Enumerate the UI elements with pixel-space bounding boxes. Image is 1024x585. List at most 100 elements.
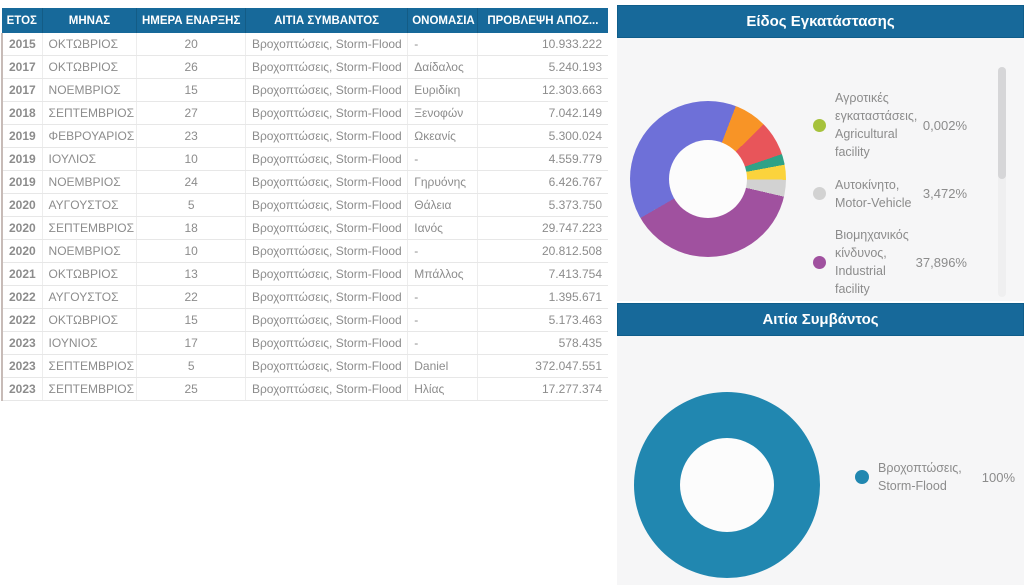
legend-value: 37,896% [915,254,967,270]
day-cell: 24 [136,170,246,194]
month-cell: ΣΕΠΤΕΜΒΡΙΟΣ [42,377,138,401]
column-header-forecast[interactable]: ΠΡΟΒΛΕΨΗ ΑΠΟΖ... [477,8,608,33]
cause-cell: Βροχοπτώσεις, Storm-Flood [245,78,409,102]
table-row[interactable]: 2023 ΙΟΥΝΙΟΣ 17 Βροχοπτώσεις, Storm-Flood -5… [0,331,608,355]
year-cell: 2020 [0,193,43,217]
table-row[interactable]: 2023 ΣΕΠΤΕΜΒΡΙΟΣ 5 Βροχοπτώσεις, Storm-Floo… [0,354,608,378]
year-cell: 2015 [0,33,43,56]
table-row[interactable]: 2017 ΟΚΤΩΒΡΙΟΣ 26 Βροχοπτώσεις, Storm-Flood… [0,55,608,79]
forecast-cell: 7.042.149 [477,101,608,125]
legend-dot-icon [813,118,826,132]
cause-cell: Βροχοπτώσεις, Storm-Flood [245,377,409,401]
forecast-cell: 5.373.750 [477,193,608,217]
year-cell: 2022 [0,285,43,309]
forecast-cell: 5.173.463 [477,308,608,332]
installation-donut-hole [669,140,747,218]
forecast-cell: 6.426.767 [477,170,608,194]
year-cell: 2021 [0,262,43,286]
cause-donut-hole [680,438,774,532]
name-cell: - [407,147,478,171]
name-cell: - [407,308,478,332]
cause-cell: Βροχοπτώσεις, Storm-Flood [245,101,409,125]
year-cell: 2017 [0,55,43,79]
column-header-day[interactable]: ΗΜΕΡΑ ΕΝΑΡΞΗΣ [136,8,246,33]
year-cell: 2023 [0,354,43,378]
table-row[interactable]: 2021 ΟΚΤΩΒΡΙΟΣ 13 Βροχοπτώσεις, Storm-Flood… [0,262,608,286]
month-cell: ΣΕΠΤΕΜΒΡΙΟΣ [42,101,138,125]
name-cell: Θάλεια [407,193,478,217]
day-cell: 15 [136,308,246,332]
column-header-year[interactable]: ΕΤΟΣ [2,8,43,33]
day-cell: 17 [136,331,246,355]
year-cell: 2019 [0,124,43,148]
table-row[interactable]: 2019 ΝΟΕΜΒΡΙΟΣ 24 Βροχοπτώσεις, Storm-Flood… [0,170,608,194]
forecast-cell: 372.047.551 [477,354,608,378]
month-cell: ΣΕΠΤΕΜΒΡΙΟΣ [42,216,138,240]
month-cell: ΝΟΕΜΒΡΙΟΣ [42,239,138,263]
table-row[interactable]: 2019 ΦΕΒΡΟΥΑΡΙΟΣ 23 Βροχοπτώσεις, Storm-Flo… [0,124,608,148]
table-row[interactable]: 2017 ΝΟΕΜΒΡΙΟΣ 15 Βροχοπτώσεις, Storm-Flood… [0,78,608,102]
forecast-cell: 578.435 [477,331,608,355]
installation-panel: Είδος Εγκατάστασης Αγροτικές εγκαταστάσε… [617,5,1024,301]
legend-item[interactable]: Αγροτικές εγκαταστάσεις, Agricultural fa… [813,89,993,162]
column-header-cause[interactable]: ΑΙΤΙΑ ΣΥΜΒΑΝΤΟΣ [245,8,409,33]
legend-item[interactable]: Βροχοπτώσεις, Storm-Flood 100% [855,459,1019,495]
day-cell: 22 [136,285,246,309]
cause-panel: Αιτία Συμβάντος Βροχοπτώσεις, Storm-Floo… [617,303,1024,585]
legend-scrollbar-track[interactable] [998,67,1006,297]
table-row[interactable]: 2019 ΙΟΥΛΙΟΣ 10 Βροχοπτώσεις, Storm-Flood -4… [0,147,608,171]
name-cell: Ιανός [407,216,478,240]
year-cell: 2018 [0,101,43,125]
forecast-cell: 17.277.374 [477,377,608,401]
table-row[interactable]: 2020 ΣΕΠΤΕΜΒΡΙΟΣ 18 Βροχοπτώσεις, Storm-Flo… [0,216,608,240]
table-row[interactable]: 2020 ΝΟΕΜΒΡΙΟΣ 10 Βροχοπτώσεις, Storm-Flood… [0,239,608,263]
table-row[interactable]: 2022 ΑΥΓΟΥΣΤΟΣ 22 Βροχοπτώσεις, Storm-Flood… [0,285,608,309]
cause-cell: Βροχοπτώσεις, Storm-Flood [245,55,409,79]
cause-panel-title: Αιτία Συμβάντος [762,311,879,328]
forecast-cell: 5.300.024 [477,124,608,148]
name-cell: Ωκεανίς [407,124,478,148]
forecast-cell: 20.812.508 [477,239,608,263]
legend-label: Βιομηχανικός κίνδυνος, Industrial facili… [835,227,909,297]
cause-cell: Βροχοπτώσεις, Storm-Flood [245,308,409,332]
installation-donut-chart[interactable] [630,101,786,257]
cause-donut-chart[interactable] [634,392,820,578]
table-row[interactable]: 2018 ΣΕΠΤΕΜΒΡΙΟΣ 27 Βροχοπτώσεις, Storm-Flo… [0,101,608,125]
month-cell: ΝΟΕΜΒΡΙΟΣ [42,78,138,102]
year-cell: 2017 [0,78,43,102]
name-cell: Ηλίας [407,377,478,401]
forecast-cell: 1.395.671 [477,285,608,309]
year-cell: 2019 [0,147,43,171]
forecast-cell: 29.747.223 [477,216,608,240]
day-cell: 20 [136,33,246,56]
column-header-month[interactable]: ΜΗΝΑΣ [42,8,138,33]
installation-panel-title: Είδος Εγκατάστασης [746,13,895,30]
cause-cell: Βροχοπτώσεις, Storm-Flood [245,170,409,194]
month-cell: ΣΕΠΤΕΜΒΡΙΟΣ [42,354,138,378]
cause-cell: Βροχοπτώσεις, Storm-Flood [245,354,409,378]
month-cell: ΦΕΒΡΟΥΑΡΙΟΣ [42,124,138,148]
legend-dot-icon [855,470,869,485]
events-table: ΕΤΟΣ ΜΗΝΑΣ ΗΜΕΡΑ ΕΝΑΡΞΗΣ ΑΙΤΙΑ ΣΥΜΒΑΝΤΟΣ ΟΝΟ… [0,8,608,401]
cause-legend: Βροχοπτώσεις, Storm-Flood 100% [855,459,1019,495]
day-cell: 5 [136,193,246,217]
month-cell: ΙΟΥΝΙΟΣ [42,331,138,355]
legend-item[interactable]: Αυτοκίνητο, Motor-Vehicle 3,472% [813,176,993,212]
table-row[interactable]: 2020 ΑΥΓΟΥΣΤΟΣ 5 Βροχοπτώσεις, Storm-Flood Θ… [0,193,608,217]
legend-scrollbar-thumb[interactable] [998,67,1006,179]
column-header-name[interactable]: ΟΝΟΜΑΣΙΑ [407,8,478,33]
cause-cell: Βροχοπτώσεις, Storm-Flood [245,285,409,309]
name-cell: Δαίδαλος [407,55,478,79]
cause-cell: Βροχοπτώσεις, Storm-Flood [245,124,409,148]
month-cell: ΝΟΕΜΒΡΙΟΣ [42,170,138,194]
cause-cell: Βροχοπτώσεις, Storm-Flood [245,33,409,56]
name-cell: - [407,33,478,56]
forecast-cell: 5.240.193 [477,55,608,79]
name-cell: - [407,239,478,263]
cause-cell: Βροχοπτώσεις, Storm-Flood [245,331,409,355]
table-row[interactable]: 2022 ΟΚΤΩΒΡΙΟΣ 15 Βροχοπτώσεις, Storm-Flood… [0,308,608,332]
legend-item[interactable]: Βιομηχανικός κίνδυνος, Industrial facili… [813,226,993,299]
table-row[interactable]: 2023 ΣΕΠΤΕΜΒΡΙΟΣ 25 Βροχοπτώσεις, Storm-Flo… [0,377,608,401]
table-row[interactable]: 2015 ΟΚΤΩΒΡΙΟΣ 20 Βροχοπτώσεις, Storm-Flood… [0,33,608,56]
